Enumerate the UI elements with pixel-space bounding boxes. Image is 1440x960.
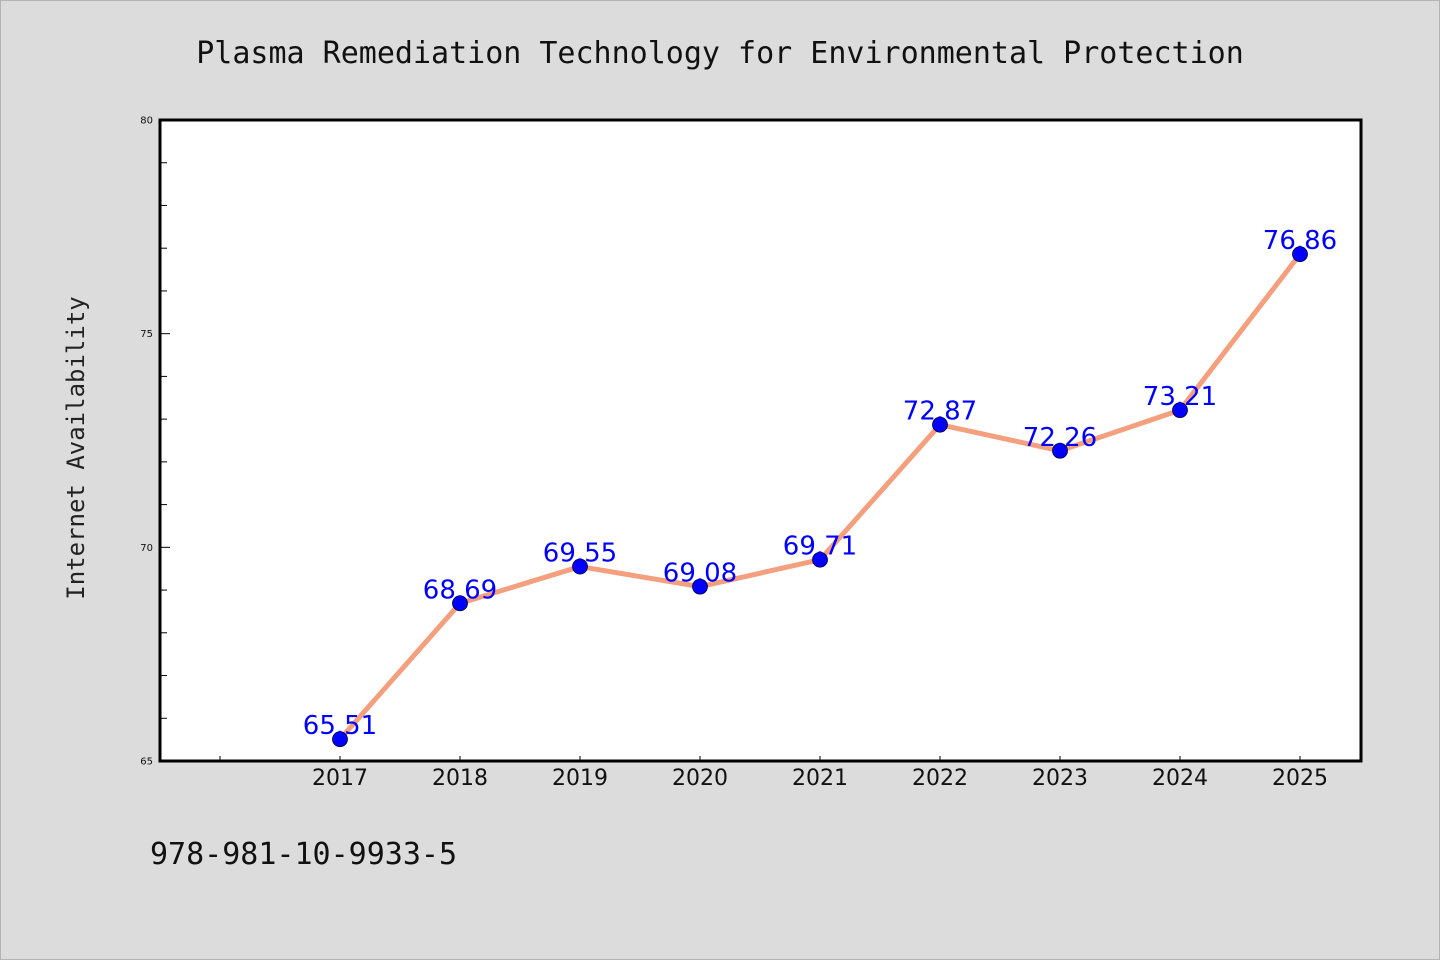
y-tick-label: 75 (140, 329, 153, 340)
data-point (332, 731, 348, 748)
plot-frame (158, 118, 1363, 763)
data-label: 76.86 (1263, 226, 1337, 256)
x-tick-label: 2023 (1032, 766, 1088, 791)
data-point (1052, 442, 1068, 459)
data-point (572, 558, 588, 575)
chart-title: Plasma Remediation Technology for Enviro… (196, 36, 1244, 71)
data-markers (332, 246, 1308, 748)
y-tick-label: 65 (140, 757, 153, 768)
plot-area (160, 120, 1361, 761)
data-label: 69.08 (663, 559, 737, 589)
data-point (692, 578, 708, 595)
data-point (452, 595, 468, 612)
y-tick-label: 80 (140, 116, 153, 127)
x-tick-label: 2020 (672, 766, 728, 791)
x-tick-label: 2021 (792, 766, 848, 791)
data-label: 65.51 (303, 711, 377, 741)
data-label: 72.87 (903, 397, 977, 427)
data-labels: 65.51 68.69 69.55 69.08 69.71 72.87 72.26 73.21… (303, 226, 1337, 741)
data-point (1292, 246, 1308, 263)
y-axis-label: Internet Availability (62, 296, 90, 599)
x-tick-label: 2025 (1272, 766, 1328, 791)
x-tick-label: 2018 (432, 766, 488, 791)
x-tick-label: 2024 (1152, 766, 1208, 791)
x-tick-label: 2022 (912, 766, 968, 791)
data-point (932, 416, 948, 433)
data-label: 68.69 (423, 575, 497, 605)
data-point (1172, 402, 1188, 419)
x-tick-label: 2017 (312, 766, 368, 791)
data-label: 69.71 (783, 532, 857, 562)
isbn-footer: 978-981-10-9933-5 (150, 837, 457, 872)
data-point (812, 551, 828, 568)
data-label: 72.26 (1023, 423, 1097, 453)
data-label: 73.21 (1143, 382, 1217, 412)
data-label: 69.55 (543, 539, 617, 569)
x-axis-ticks: 2017 2018 2019 2020 2021 2022 2023 2024 2025 (219, 756, 1328, 791)
x-tick-label: 2019 (552, 766, 608, 791)
y-tick-label: 70 (140, 543, 153, 554)
